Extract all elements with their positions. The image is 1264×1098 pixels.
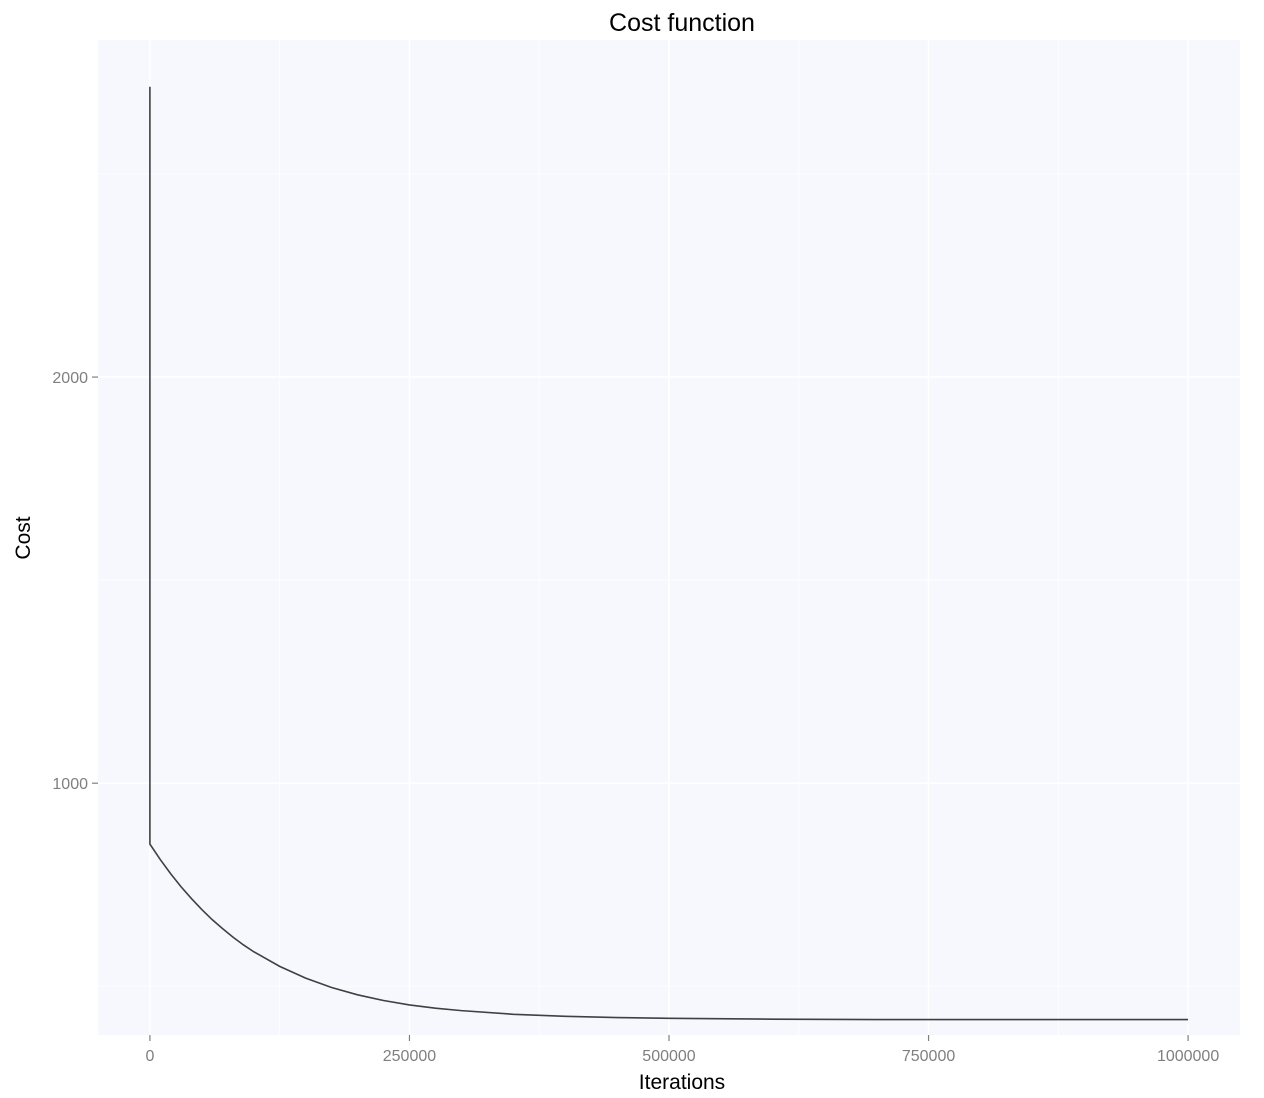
x-axis-ticks: 0 250000 500000 750000 1000000 [145, 1035, 1219, 1065]
x-tick-label: 750000 [902, 1048, 955, 1065]
y-tick-label: 2000 [52, 370, 88, 387]
chart-title: Cost function [609, 9, 755, 37]
y-axis-title: Cost [12, 516, 35, 559]
x-tick-label: 0 [145, 1048, 154, 1065]
x-axis-title: Iterations [639, 1071, 725, 1094]
x-tick-label: 1000000 [1157, 1048, 1219, 1065]
x-tick-label: 500000 [642, 1048, 695, 1065]
x-tick-label: 250000 [383, 1048, 436, 1065]
y-tick-label: 1000 [52, 776, 88, 793]
cost-line [149, 86, 1189, 1021]
y-axis-ticks: 1000 2000 [52, 370, 98, 793]
